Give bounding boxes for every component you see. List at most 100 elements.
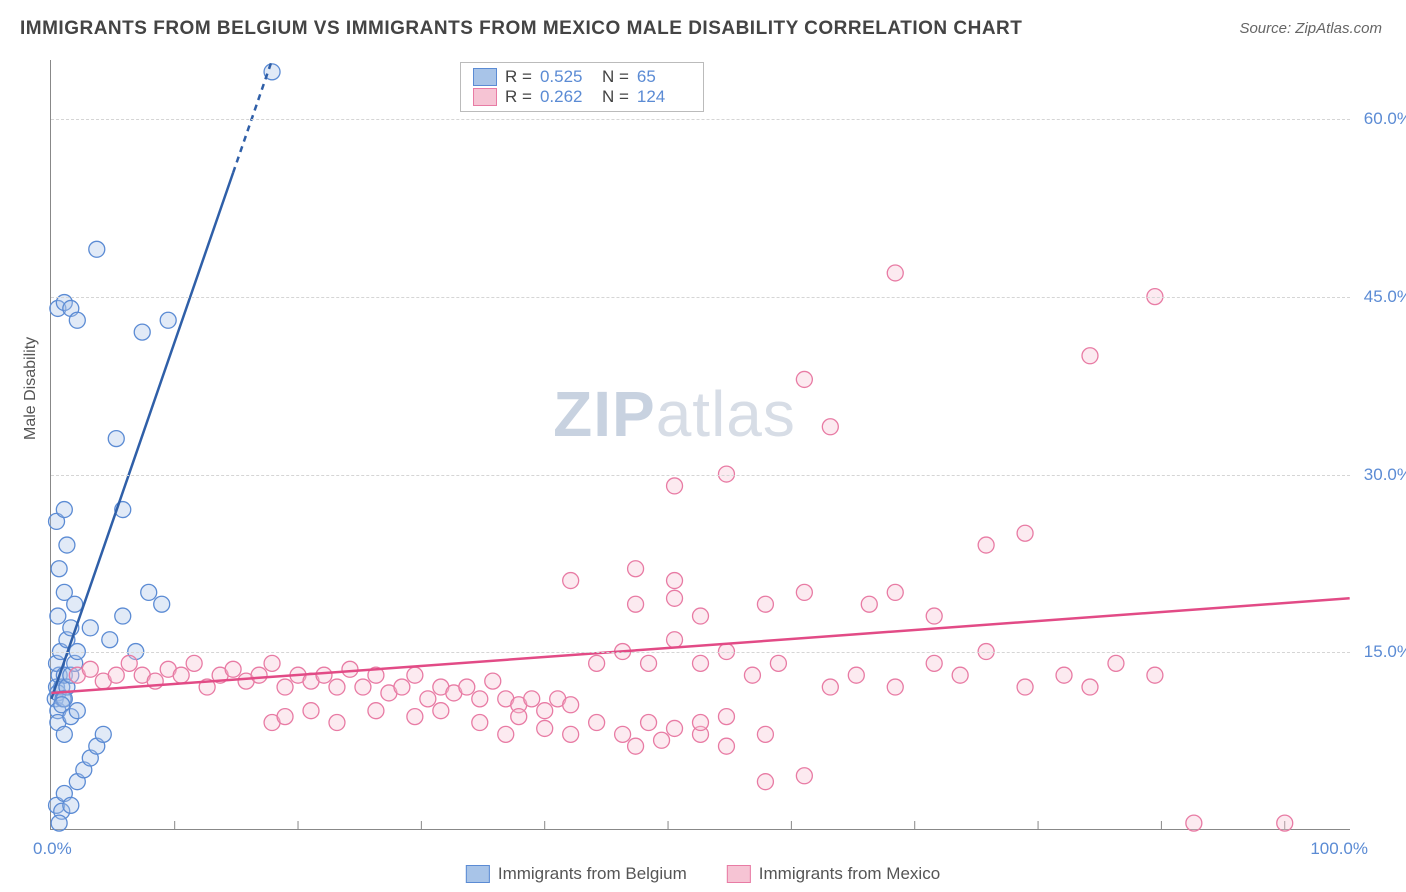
data-point xyxy=(1108,655,1124,671)
data-point xyxy=(1147,667,1163,683)
x-tick-min: 0.0% xyxy=(33,839,72,859)
data-point xyxy=(141,584,157,600)
data-point xyxy=(225,661,241,677)
data-point xyxy=(95,726,111,742)
source-label: Source: ZipAtlas.com xyxy=(1239,20,1382,37)
data-point xyxy=(628,596,644,612)
data-point xyxy=(667,632,683,648)
swatch-b1 xyxy=(727,865,751,883)
chart-svg xyxy=(51,60,1350,829)
data-point xyxy=(524,691,540,707)
data-point xyxy=(154,596,170,612)
legend-item-1: Immigrants from Mexico xyxy=(727,864,940,884)
data-point xyxy=(563,573,579,589)
legend-bottom: Immigrants from Belgium Immigrants from … xyxy=(466,864,940,884)
data-point xyxy=(744,667,760,683)
data-point xyxy=(251,667,267,683)
data-point xyxy=(1277,815,1293,831)
data-point xyxy=(368,703,384,719)
data-point xyxy=(89,241,105,257)
data-point xyxy=(926,655,942,671)
legend-stats-row-1: R = 0.262 N = 124 xyxy=(473,87,691,107)
data-point xyxy=(796,584,812,600)
data-point xyxy=(1056,667,1072,683)
data-point xyxy=(537,720,553,736)
swatch-0 xyxy=(473,68,497,86)
data-point xyxy=(978,537,994,553)
data-point xyxy=(121,655,137,671)
y-tick: 15.0% xyxy=(1357,642,1406,662)
data-point xyxy=(102,632,118,648)
data-point xyxy=(69,703,85,719)
data-point xyxy=(134,324,150,340)
data-point xyxy=(822,679,838,695)
data-point xyxy=(173,667,189,683)
legend-stats-row-0: R = 0.525 N = 65 xyxy=(473,67,691,87)
data-point xyxy=(329,679,345,695)
legend-stats: R = 0.525 N = 65 R = 0.262 N = 124 xyxy=(460,62,704,112)
data-point xyxy=(589,655,605,671)
data-point xyxy=(770,655,786,671)
data-point xyxy=(355,679,371,695)
y-tick: 60.0% xyxy=(1357,109,1406,129)
data-point xyxy=(667,720,683,736)
n-1: 124 xyxy=(637,87,691,107)
data-point xyxy=(407,667,423,683)
data-point xyxy=(667,478,683,494)
data-point xyxy=(718,738,734,754)
data-point xyxy=(667,590,683,606)
data-point xyxy=(303,703,319,719)
data-point xyxy=(51,815,67,831)
data-point xyxy=(887,265,903,281)
data-point xyxy=(407,709,423,725)
data-point xyxy=(1017,679,1033,695)
data-point xyxy=(67,596,83,612)
r-0: 0.525 xyxy=(540,67,594,87)
data-point xyxy=(796,768,812,784)
data-point xyxy=(316,667,332,683)
data-point xyxy=(822,419,838,435)
data-point xyxy=(628,738,644,754)
legend-label-1: Immigrants from Mexico xyxy=(759,864,940,884)
y-tick: 30.0% xyxy=(1357,465,1406,485)
data-point xyxy=(952,667,968,683)
data-point xyxy=(926,608,942,624)
data-point xyxy=(563,726,579,742)
data-point xyxy=(1017,525,1033,541)
x-tick-max: 100.0% xyxy=(1310,839,1368,859)
chart-title: IMMIGRANTS FROM BELGIUM VS IMMIGRANTS FR… xyxy=(20,18,1022,40)
data-point xyxy=(796,371,812,387)
data-point xyxy=(420,691,436,707)
data-point xyxy=(1186,815,1202,831)
data-point xyxy=(757,726,773,742)
data-point xyxy=(693,608,709,624)
data-point xyxy=(82,661,98,677)
data-point xyxy=(115,608,131,624)
data-point xyxy=(485,673,501,689)
data-point xyxy=(108,667,124,683)
data-point xyxy=(394,679,410,695)
data-point xyxy=(641,715,657,731)
data-point xyxy=(50,608,66,624)
data-point xyxy=(329,715,345,731)
data-point xyxy=(887,679,903,695)
swatch-1 xyxy=(473,88,497,106)
data-point xyxy=(342,661,358,677)
data-point xyxy=(589,715,605,731)
data-point xyxy=(641,655,657,671)
data-point xyxy=(718,709,734,725)
data-point xyxy=(757,596,773,612)
data-point xyxy=(56,502,72,518)
data-point xyxy=(693,655,709,671)
data-point xyxy=(757,774,773,790)
data-point xyxy=(615,726,631,742)
swatch-b0 xyxy=(466,865,490,883)
data-point xyxy=(1082,679,1098,695)
y-tick: 45.0% xyxy=(1357,287,1406,307)
data-point xyxy=(51,561,67,577)
data-point xyxy=(56,726,72,742)
data-point xyxy=(108,431,124,447)
y-axis-label: Male Disability xyxy=(22,337,40,440)
data-point xyxy=(861,596,877,612)
r-1: 0.262 xyxy=(540,87,594,107)
